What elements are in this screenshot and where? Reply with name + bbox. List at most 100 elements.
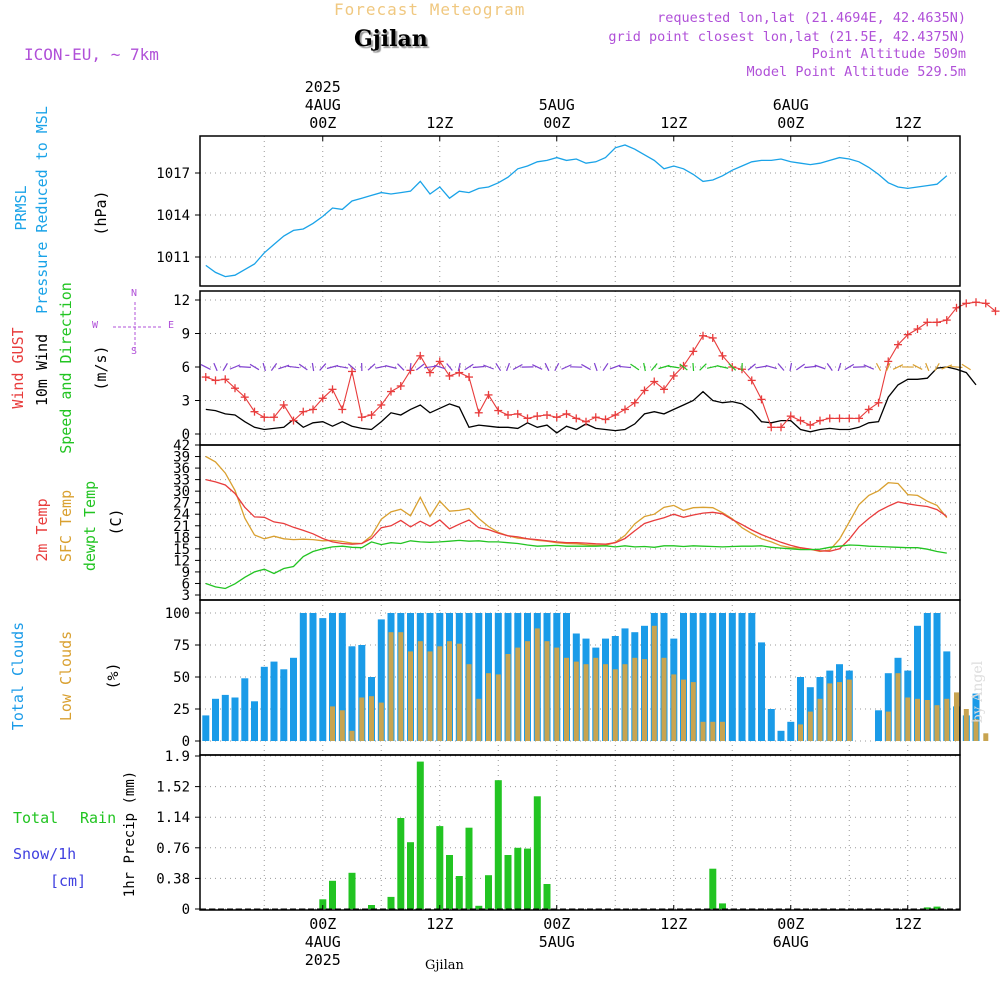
- wind-direction-arrow: [415, 363, 425, 371]
- wind-direction-arrow: [298, 363, 308, 371]
- gust-point: [572, 414, 581, 423]
- gust-point: [367, 411, 376, 420]
- bar-low-clouds: [798, 724, 803, 741]
- gust-point: [494, 406, 503, 415]
- wind-direction-arrow: [777, 363, 785, 371]
- bottom-time-label: 2025: [305, 951, 341, 969]
- gust-point: [533, 412, 542, 421]
- gust-point: [660, 385, 668, 394]
- gust-point: [913, 325, 922, 334]
- compass-arrows: [113, 302, 163, 350]
- ytick-label-temp: 42: [173, 438, 190, 454]
- wind-direction-arrow: [457, 362, 461, 372]
- wind-direction-arrow: [554, 362, 560, 372]
- model-label: ICON-EU, ~ 7km: [24, 45, 159, 64]
- frame-layer: [195, 135, 961, 911]
- gust-point: [211, 376, 220, 385]
- bar-total-clouds: [689, 613, 697, 741]
- wind-direction-arrow: [367, 363, 376, 371]
- bar-total-clouds: [884, 673, 892, 741]
- bar-low-clouds: [505, 654, 511, 741]
- wind-direction-arrow: [826, 363, 833, 371]
- wind-direction-arrow: [512, 363, 523, 371]
- gust-point: [562, 409, 571, 418]
- gust-point: [611, 411, 620, 420]
- ytick-label-temp: 15: [173, 542, 190, 558]
- bar-total-clouds: [933, 613, 941, 741]
- wind-direction-arrow: [925, 362, 930, 372]
- gust-point: [621, 405, 629, 414]
- footer-location: Gjilan: [425, 958, 464, 973]
- bar-rain: [504, 855, 512, 909]
- bottom-time-label: 5AUG: [539, 933, 575, 951]
- series-dewpt-temp: [205, 539, 947, 590]
- bar-low-clouds: [612, 669, 618, 741]
- wind-direction-arrow: [238, 366, 251, 368]
- wind-direction-arrow: [837, 362, 842, 372]
- wind-direction-arrow: [397, 363, 405, 371]
- bar-total-clouds: [280, 669, 288, 741]
- top-time-label: 2025: [305, 78, 341, 96]
- gust-point: [679, 361, 688, 370]
- gust-point: [630, 398, 639, 407]
- bar-low-clouds: [700, 721, 706, 741]
- total-rain-label: Total: [13, 809, 59, 827]
- gust-point: [933, 318, 941, 327]
- gust-point: [465, 373, 473, 382]
- bar-total-clouds: [923, 613, 931, 741]
- wind-direction-arrow: [409, 362, 412, 372]
- series-wind-gust: [205, 301, 996, 428]
- wind-direction-arrow: [434, 364, 446, 370]
- wind-direction-arrow: [347, 363, 357, 371]
- tick-label-layer: 1011101410170369123691215182124273033363…: [113, 78, 921, 969]
- bar-low-clouds: [817, 698, 823, 741]
- ytick-label-clouds: 25: [173, 702, 190, 718]
- top-time-label: 4AUG: [305, 96, 341, 114]
- wind-direction-arrow: [311, 362, 315, 372]
- bar-low-clouds: [476, 698, 482, 741]
- gust-point: [543, 411, 551, 420]
- wind-direction-arrow: [385, 365, 397, 369]
- gust-point: [689, 347, 698, 356]
- gust-point: [825, 414, 834, 423]
- low-clouds-label: Low Clouds: [57, 630, 75, 722]
- bar-low-clouds: [573, 661, 579, 741]
- gust-point: [455, 368, 464, 377]
- compass-rose: N W E S: [88, 288, 188, 358]
- bar-rain: [436, 826, 444, 909]
- bar-low-clouds: [934, 705, 940, 741]
- wind-direction-arrow: [814, 364, 826, 370]
- ytick-label-clouds: 75: [173, 638, 190, 654]
- bottom-time-label: 12Z: [894, 915, 921, 933]
- ytick-label-precip: 0.76: [156, 841, 190, 857]
- bar-low-clouds: [388, 632, 394, 741]
- bar-low-clouds: [369, 696, 374, 741]
- wind-direction-arrow: [765, 364, 777, 370]
- bar-rain: [329, 880, 336, 909]
- bar-rain: [397, 818, 405, 909]
- bar-low-clouds: [632, 657, 638, 741]
- gust-point: [972, 298, 980, 307]
- gust-point: [299, 407, 308, 416]
- bar-rain: [348, 872, 356, 909]
- total-rain-label-2: Rain: [80, 809, 117, 827]
- bar-total-clouds: [475, 613, 483, 741]
- ytick-label-precip: 1.14: [156, 810, 190, 826]
- bar-low-clouds: [466, 664, 472, 741]
- bar-low-clouds: [807, 711, 813, 741]
- compass-south: S: [131, 346, 138, 357]
- gust-point: [747, 376, 756, 385]
- bar-low-clouds: [339, 710, 345, 741]
- bar-low-clouds: [905, 697, 911, 741]
- wind-direction-arrow: [495, 362, 502, 372]
- snow-label: Snow/1h: [13, 845, 77, 863]
- wind-direction-arrow: [505, 362, 511, 372]
- gust-point: [816, 416, 824, 425]
- gust-point: [426, 368, 434, 377]
- wind-direction-arrow: [789, 362, 793, 372]
- wind-direction-arrow: [287, 365, 300, 369]
- gust-point: [903, 330, 912, 339]
- bar-low-clouds: [661, 657, 667, 741]
- bottom-time-label: 00Z: [543, 915, 570, 933]
- wind-direction-arrow: [804, 365, 817, 369]
